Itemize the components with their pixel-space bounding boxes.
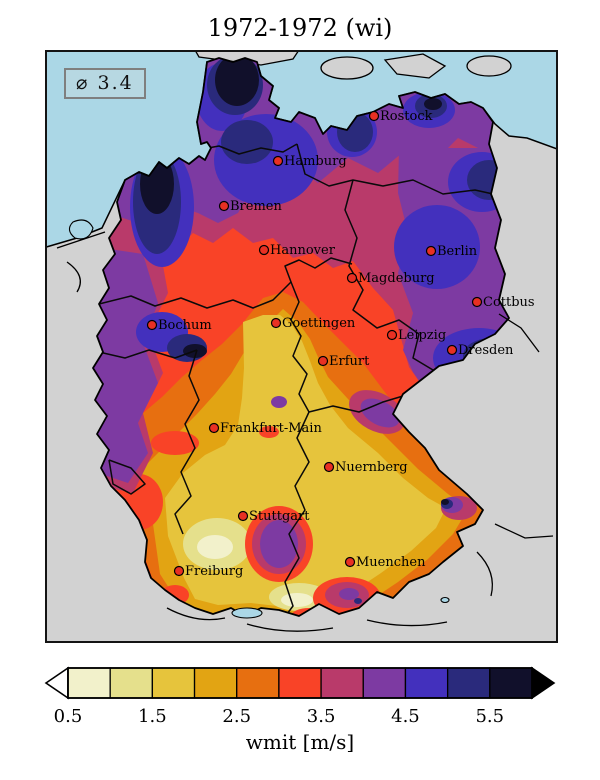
colorbar-tick-3.5: 3.5 [307, 706, 336, 727]
contour-band-5 [259, 426, 279, 438]
city-marker-dresden [446, 344, 458, 356]
colorbar-tick-2.5: 2.5 [222, 706, 251, 727]
contour-band-7 [360, 398, 400, 428]
city-marker-bremen [218, 200, 230, 212]
colorbar-label: wmit [m/s] [245, 730, 355, 754]
colorbar-bin-3 [193, 667, 238, 699]
colorbar-bin-0 [67, 667, 111, 699]
contour-band-8 [394, 205, 480, 289]
contour-band-10 [441, 499, 449, 505]
city-label-frankfurt-main: Frankfurt-Main [220, 421, 322, 436]
contour-band-9 [354, 598, 362, 604]
city-label-hamburg: Hamburg [284, 154, 347, 169]
city-label-bochum: Bochum [158, 318, 212, 333]
city-label-muenchen: Muenchen [356, 555, 426, 570]
city-marker-goettingen [270, 317, 282, 329]
city-label-stuttgart: Stuttgart [249, 509, 310, 524]
colorbar-bin-10 [489, 667, 533, 699]
germany-wind-map: Rostock Hamburg Bremen Hannover BerlinMagdeb… [47, 52, 556, 641]
contour-band-7 [260, 520, 298, 568]
city-marker-nuernberg [323, 461, 335, 473]
colorbar: 0.5 1.5 2.5 3.5 4.5 5.5 [40, 660, 570, 730]
contour-band-7 [93, 244, 158, 483]
city-marker-berlin [425, 245, 437, 257]
city-label-erfurt: Erfurt [329, 354, 370, 369]
colorbar-tick-4.5: 4.5 [391, 706, 420, 727]
contour-band-9 [221, 120, 273, 164]
contour-band-0 [197, 535, 233, 559]
city-markers: Rostock Hamburg Bremen Hannover BerlinMagdeb… [146, 109, 535, 579]
colorbar-svg: 0.5 1.5 2.5 3.5 4.5 5.5 [44, 666, 556, 727]
city-label-freiburg: Freiburg [185, 564, 243, 579]
city-label-rostock: Rostock [380, 109, 433, 124]
figure-title: 1972-1972 (wi) [207, 14, 393, 42]
contour-band-10 [424, 98, 442, 110]
city-marker-stuttgart [237, 510, 249, 522]
contour-band-0 [281, 593, 313, 607]
colorbar-over-arrow [531, 666, 556, 700]
city-label-berlin: Berlin [437, 244, 478, 259]
mean-badge: ⌀ 3.4 [64, 68, 146, 99]
colorbar-tick-1.5: 1.5 [138, 706, 167, 727]
contour-band-7 [271, 396, 287, 408]
contour-band-7 [339, 588, 359, 600]
city-marker-erfurt [317, 355, 329, 367]
city-label-cottbus: Cottbus [483, 295, 535, 310]
contour-band-5 [151, 431, 199, 455]
germany-border [92, 57, 510, 617]
lakes [68, 219, 450, 619]
colorbar-bin-2 [151, 667, 196, 699]
colorbar-bin-7 [362, 667, 407, 699]
colorbar-outline [67, 667, 533, 699]
city-marker-cottbus [471, 296, 483, 308]
colorbar-bin-8 [404, 667, 449, 699]
city-marker-frankfurt-main [208, 422, 220, 434]
contour-band-10 [215, 58, 259, 106]
colorbar-bin-4 [236, 667, 280, 699]
city-label-leipzig: Leipzig [398, 328, 446, 343]
city-marker-hannover [258, 244, 270, 256]
city-marker-bochum [146, 319, 158, 331]
colorbar-tick-5.5: 5.5 [475, 706, 504, 727]
city-label-bremen: Bremen [230, 199, 282, 214]
city-marker-magdeburg [346, 272, 358, 284]
city-marker-leipzig [386, 329, 398, 341]
city-label-hannover: Hannover [270, 243, 336, 258]
colorbar-bin-9 [446, 667, 491, 699]
lake-ijsselmeer [68, 219, 94, 240]
city-label-nuernberg: Nuernberg [335, 460, 408, 475]
city-label-goettingen: Goettingen [282, 316, 356, 331]
map-panel: Rostock Hamburg Bremen Hannover Berlin Magdeb… [45, 50, 558, 643]
colorbar-bin-5 [278, 667, 322, 699]
lake-constance [231, 607, 263, 619]
city-marker-freiburg [173, 565, 185, 577]
colorbar-tick-0.5: 0.5 [54, 706, 83, 727]
colorbar-bin-6 [320, 667, 364, 699]
colorbar-under-arrow [44, 666, 69, 700]
city-marker-rostock [368, 110, 380, 122]
city-marker-muenchen [344, 556, 356, 568]
foreign-borders [56, 231, 554, 632]
city-marker-hamburg [272, 155, 284, 167]
state-borders [98, 143, 494, 615]
city-label-magdeburg: Magdeburg [358, 271, 435, 286]
lake-chiemsee [440, 596, 450, 604]
mean-badge-text: ⌀ 3.4 [76, 72, 134, 94]
colorbar-bin-1 [109, 667, 154, 699]
city-label-dresden: Dresden [458, 343, 514, 358]
